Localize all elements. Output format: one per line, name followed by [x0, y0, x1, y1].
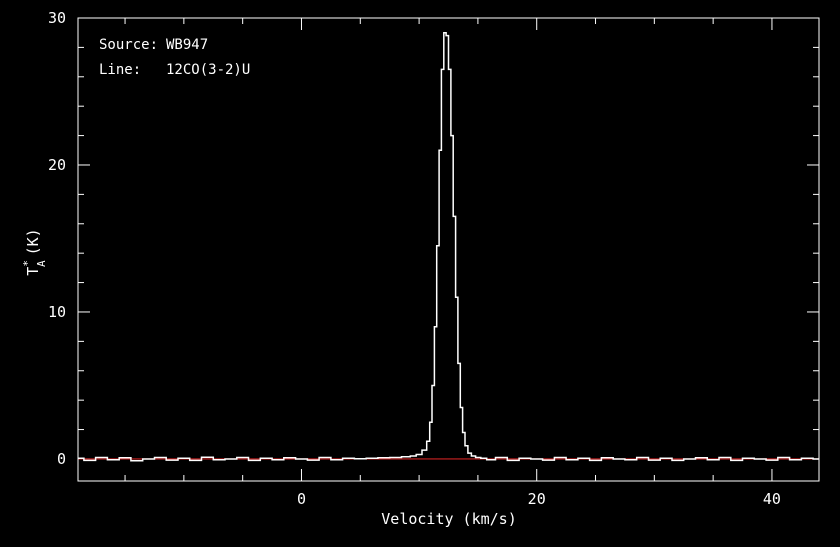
y-tick-label: 0 — [57, 450, 66, 468]
source-label: Source: — [99, 37, 158, 53]
source-value: WB947 — [166, 37, 208, 53]
x-axis-label: Velocity (km/s) — [381, 510, 516, 528]
line-value: 12CO(3-2)U — [166, 62, 250, 78]
x-tick-label: 40 — [763, 490, 781, 508]
line-label: Line: — [99, 62, 141, 78]
svg-text:T*A(K): T*A (K) — [21, 228, 48, 275]
y-axis-label-unit: (K) — [24, 228, 42, 255]
y-tick-label: 30 — [48, 9, 66, 27]
x-tick-label: 20 — [528, 490, 546, 508]
y-tick-label: 20 — [48, 156, 66, 174]
tick-labels: 0 20 40 0 10 20 30 — [48, 9, 781, 508]
x-tick-label: 0 — [297, 490, 306, 508]
minor-ticks — [78, 18, 819, 481]
y-axis-label-base: T — [24, 267, 42, 276]
y-tick-label: 10 — [48, 303, 66, 321]
plot-frame — [77, 17, 820, 482]
y-axis-label: T*A (K) — [21, 228, 48, 275]
y-axis-label-subscript: A — [35, 260, 48, 267]
y-axis-label-superscript: * — [21, 260, 34, 267]
spectrum-line — [78, 31, 819, 462]
